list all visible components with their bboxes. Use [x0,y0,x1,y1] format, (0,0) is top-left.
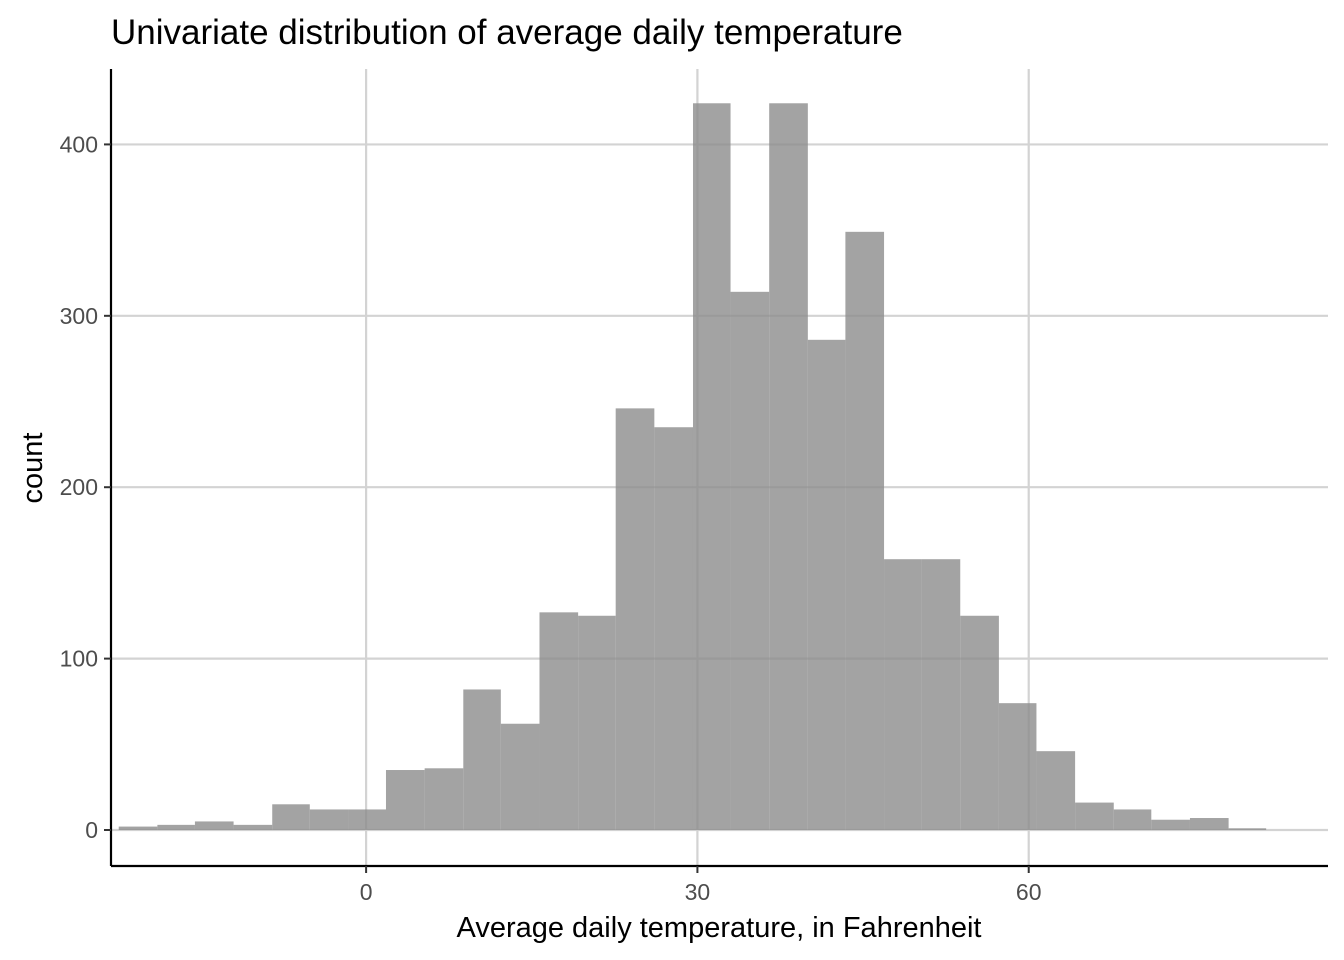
histogram-bar [578,615,616,831]
histogram-bar [654,427,693,831]
histogram-bar [1228,828,1267,831]
histogram-bar [807,339,846,831]
y-tick-label: 200 [60,474,98,500]
y-tick-label: 0 [85,817,98,843]
histogram-bar [348,809,386,831]
histogram-bar [1151,819,1190,831]
x-tick-label: 60 [1016,879,1042,905]
histogram-bar [309,809,349,831]
histogram-bar [921,559,961,831]
histogram-bar [730,291,770,831]
histogram-bar [233,824,273,831]
histogram-bar [1036,751,1076,831]
y-tick-label: 300 [60,303,98,329]
y-tick-label: 400 [60,131,98,157]
histogram-bar [385,770,425,831]
axes: 0 100 200 300 400 0 30 60 [60,69,1328,905]
histogram-bars [118,103,1267,831]
x-tick-label: 0 [360,879,373,905]
histogram-bar [998,703,1037,831]
y-axis-label: count [17,433,49,504]
chart-title: Univariate distribution of average daily… [111,13,903,52]
x-tick-label: 30 [685,879,711,905]
histogram-bar [500,723,540,831]
histogram-bar [539,612,579,831]
histogram-bar [884,559,922,831]
histogram-bar [194,821,234,831]
histogram-bar [272,804,310,831]
histogram-bar [118,826,158,831]
histogram-bar [157,824,195,831]
histogram-bar [769,103,808,831]
histogram-bar [845,231,885,831]
histogram-bar [463,689,501,831]
histogram-bar [692,103,731,831]
x-axis-label: Average daily temperature, in Fahrenheit [457,912,982,944]
y-tick-label: 100 [60,646,98,672]
histogram-bar [1113,809,1152,831]
histogram-bar [424,768,464,831]
histogram-bar [1189,818,1229,831]
histogram-bar [960,615,999,831]
histogram-bar [615,408,655,831]
histogram-bar [1075,802,1114,831]
